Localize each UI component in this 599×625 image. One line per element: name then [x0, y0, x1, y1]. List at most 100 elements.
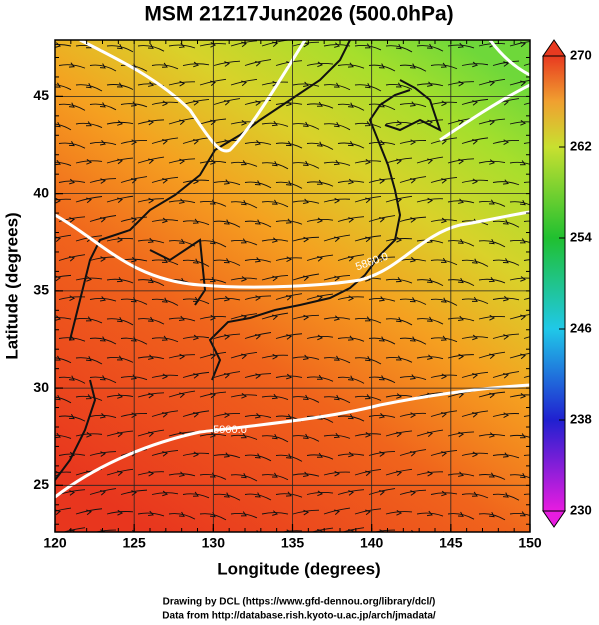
- streamline: [89, 376, 117, 384]
- streamline-arrow: [285, 414, 292, 420]
- streamline-arrow: [68, 102, 75, 108]
- streamline-arrow: [440, 297, 447, 303]
- streamline: [323, 84, 351, 91]
- streamline-arrow: [519, 200, 526, 206]
- streamline-arrow: [55, 509, 62, 516]
- streamline-arrow: [347, 375, 354, 381]
- streamline: [354, 122, 382, 128]
- streamline-arrow: [458, 353, 465, 360]
- streamline-arrow: [302, 81, 309, 87]
- streamline-arrow: [148, 197, 155, 204]
- streamline: [478, 201, 506, 207]
- streamline: [182, 298, 210, 305]
- streamline-arrow: [240, 433, 247, 439]
- streamline-arrow: [488, 472, 495, 478]
- streamline-arrow: [410, 139, 417, 145]
- streamline-arrow: [117, 393, 124, 399]
- streamline-arrow: [534, 413, 539, 418]
- streamline-arrow: [255, 295, 262, 301]
- streamline-arrow: [348, 295, 355, 302]
- streamline: [244, 181, 272, 189]
- streamline-arrow: [192, 491, 199, 497]
- streamline-arrow: [179, 80, 186, 87]
- streamline-arrow: [116, 82, 123, 88]
- streamline-arrow: [396, 197, 403, 204]
- streamline-arrow: [302, 394, 309, 401]
- streamline-arrow: [69, 490, 76, 496]
- streamline: [523, 259, 530, 261]
- streamline: [55, 396, 72, 404]
- streamline: [462, 533, 488, 539]
- streamline-arrow: [334, 509, 341, 516]
- streamline-arrow: [117, 197, 124, 204]
- x-tick-label: 135: [281, 535, 305, 551]
- streamline-arrow: [192, 258, 199, 264]
- streamline-arrow: [520, 353, 527, 360]
- streamline-arrow: [100, 489, 107, 496]
- streamline: [385, 84, 413, 90]
- streamline: [106, 45, 134, 53]
- streamline-arrow: [131, 177, 138, 184]
- streamline-arrow: [85, 121, 92, 127]
- streamline: [523, 297, 530, 300]
- footer-line: Data from http://database.rish.kyoto-u.a…: [162, 611, 436, 622]
- streamline-arrow: [69, 295, 76, 302]
- streamline-arrow: [68, 62, 75, 68]
- streamline: [55, 123, 72, 131]
- streamline-arrow: [85, 83, 92, 89]
- streamline-arrow: [396, 236, 403, 243]
- streamline: [461, 298, 489, 305]
- streamline-arrow: [395, 277, 402, 283]
- streamline-arrow: [210, 159, 217, 165]
- streamline-arrow: [86, 432, 93, 438]
- streamline-arrow: [161, 335, 168, 341]
- streamline: [354, 44, 382, 51]
- streamline-arrow: [472, 61, 479, 68]
- streamline-arrow: [240, 200, 247, 206]
- streamline-arrow: [303, 509, 310, 516]
- streamline-arrow: [441, 139, 448, 145]
- streamline-arrow: [333, 159, 340, 166]
- streamline-arrow: [116, 277, 123, 283]
- streamline-arrow: [193, 61, 200, 68]
- streamline: [230, 161, 258, 167]
- streamline: [230, 512, 258, 519]
- footer-line: Drawing by DCL (https://www.gfd-dennou.o…: [163, 597, 436, 608]
- streamline-arrow: [457, 42, 464, 49]
- streamline-arrow: [302, 433, 309, 439]
- streamline-arrow: [409, 297, 416, 303]
- streamline-arrow: [440, 257, 447, 263]
- colorbar-tick-label: 270: [570, 47, 592, 62]
- streamline-arrow: [520, 314, 527, 321]
- streamline: [523, 375, 530, 378]
- streamline-arrow: [334, 236, 341, 243]
- streamline-arrow: [519, 473, 526, 479]
- streamline-arrow: [85, 394, 92, 400]
- streamline: [461, 493, 489, 499]
- streamline-arrow: [241, 41, 248, 48]
- streamline-arrow: [440, 335, 447, 341]
- streamline-arrow: [333, 432, 340, 439]
- y-tick-label: 35: [33, 282, 49, 298]
- streamline-arrow: [117, 509, 124, 516]
- streamline-arrow: [131, 412, 138, 418]
- streamline-arrow: [86, 159, 93, 165]
- streamline: [509, 161, 530, 165]
- streamline-arrow: [210, 353, 217, 360]
- streamline-arrow: [471, 491, 478, 497]
- streamline-arrow: [254, 180, 261, 186]
- streamline: [306, 454, 334, 460]
- streamline-arrow: [472, 178, 479, 185]
- streamline: [151, 337, 179, 343]
- streamline: [244, 454, 272, 462]
- streamline: [430, 64, 458, 70]
- streamline: [368, 64, 396, 72]
- streamline-arrow: [458, 80, 465, 87]
- streamline-arrow: [55, 42, 62, 48]
- streamline-arrow: [534, 101, 539, 106]
- streamline-arrow: [503, 139, 510, 145]
- streamline-arrow: [193, 139, 200, 145]
- streamline-arrow: [458, 119, 465, 126]
